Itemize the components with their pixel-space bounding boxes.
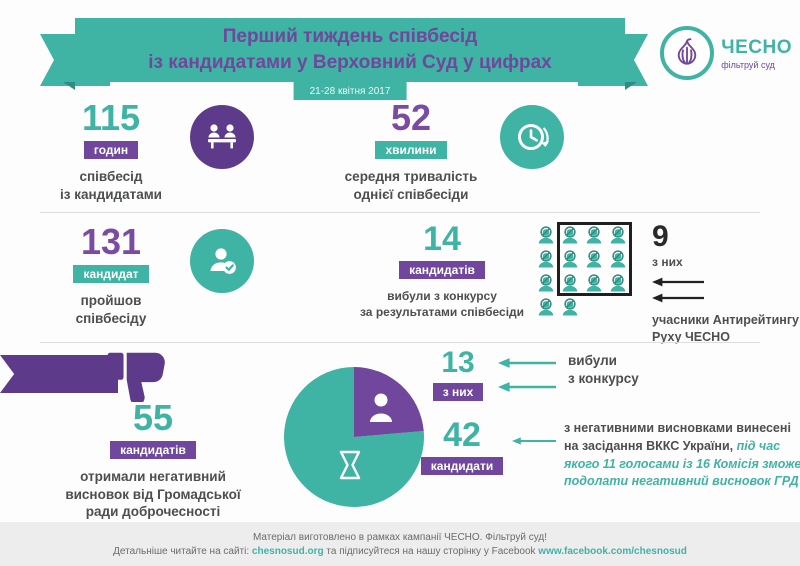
- out-unit: з них: [432, 383, 484, 401]
- passed-value: 131: [80, 221, 142, 262]
- left-arrow-icon: [512, 437, 556, 445]
- garlic-icon: [678, 38, 697, 65]
- banned-person-icon: [610, 226, 626, 244]
- banned-person-icon: [538, 298, 554, 316]
- chesno-logo: ЧЕСНО фільтруй суд: [660, 26, 792, 80]
- logo-tagline: фільтруй суд: [721, 59, 775, 70]
- date-range: 21-28 квітня 2017: [293, 82, 407, 100]
- dropped-grid-wrap: [536, 222, 634, 318]
- vkks-value: 42: [443, 416, 481, 454]
- banned-person-icon: [562, 298, 578, 316]
- vkks-desc: з негативними висновками винесені на зас…: [564, 420, 800, 491]
- stat-antirating: 9 з них учасники Антирейтингу Руху ЧЕСНО: [652, 222, 799, 346]
- banned-person-icon: [610, 274, 626, 292]
- stat-hours: 115 годин співбесід із кандидатами: [46, 100, 254, 204]
- antirating-frame: [557, 222, 633, 296]
- antirating-value: 9: [652, 220, 669, 253]
- banned-person-icon: [586, 250, 602, 268]
- page-title-line1: Перший тиждень співбесід: [222, 26, 478, 48]
- out-value: 13: [441, 346, 475, 379]
- out-desc: вибули з конкурсу: [568, 353, 639, 387]
- footer-line2: Детальніше читайте на сайті: chesnosud.o…: [113, 546, 687, 557]
- vkks-unit: кандидати: [420, 457, 504, 475]
- footer: Матеріал виготовлено в рамках кампанії Ч…: [0, 522, 800, 566]
- person-icon: [370, 393, 392, 422]
- vkks-desc-bold: з негативними висновками винесені на зас…: [564, 421, 791, 453]
- stat-out: 13 з них вибули з конкурсу: [430, 348, 639, 401]
- logo-brand: ЧЕСНО: [721, 36, 792, 58]
- banned-person-icon: [538, 274, 554, 292]
- negative-unit: кандидатів: [110, 441, 196, 459]
- banned-person-icon: [586, 226, 602, 244]
- stat-passed: 131 кандидат пройшов співбесіду: [46, 224, 254, 328]
- logo-circle: [660, 26, 715, 80]
- divider: [40, 342, 760, 343]
- hours-desc: співбесід із кандидатами: [60, 169, 162, 203]
- banned-person-icon: [586, 274, 602, 292]
- duration-unit: хвилини: [375, 141, 447, 159]
- antirating-desc: учасники Антирейтингу Руху ЧЕСНО: [652, 313, 799, 344]
- left-arrow-icon: [498, 358, 556, 368]
- person-check-icon: [190, 229, 254, 293]
- pie-chart: [280, 363, 428, 511]
- stat-dropped: 14 кандидатів вибули з конкурсу за резул…: [360, 222, 799, 346]
- thumbs-down-icon: [107, 352, 165, 402]
- footer-line2-prefix: Детальніше читайте на сайті:: [113, 545, 252, 557]
- passed-unit: кандидат: [73, 265, 149, 283]
- facebook-link[interactable]: www.facebook.com/chesnosud: [538, 545, 687, 557]
- duration-value: 52: [390, 97, 432, 138]
- banned-person-icon: [562, 274, 578, 292]
- interview-people-icon: [190, 105, 254, 169]
- dropped-grid: [536, 226, 628, 318]
- pie-slice-dropped: [354, 367, 424, 437]
- banned-person-icon: [538, 250, 554, 268]
- antirating-unit: з них: [652, 255, 683, 269]
- stat-duration: 52 хвилини середня тривалість однієї спі…: [336, 100, 564, 204]
- banner-ribbon-tail: [0, 355, 118, 393]
- footer-line1: Матеріал виготовлено в рамках кампанії Ч…: [252, 531, 548, 543]
- passed-desc: пройшов співбесіду: [75, 293, 147, 327]
- stat-negative: 55 кандидатів отримали негативний виснов…: [48, 400, 258, 521]
- ribbon-fold-right: [625, 82, 637, 90]
- duration-desc: середня тривалість однієї співбесіди: [344, 169, 478, 203]
- banned-person-icon: [538, 226, 554, 244]
- dropped-unit: кандидатів: [399, 261, 485, 279]
- ribbon-fold-left: [63, 82, 75, 90]
- banned-person-icon: [610, 250, 626, 268]
- left-arrow-icon: [652, 293, 705, 303]
- hours-unit: годин: [83, 141, 139, 159]
- hourglass-icon: [339, 450, 361, 480]
- negative-desc: отримали негативний висновок від Громадс…: [65, 469, 241, 520]
- dropped-desc: вибули з конкурсу за результатами співбе…: [360, 289, 525, 320]
- page-title-line2: із кандидатами у Верховний Суд у цифрах: [148, 52, 552, 73]
- title-ribbon: Перший тиждень співбесід із кандидатами …: [0, 14, 800, 110]
- banned-person-icon: [562, 250, 578, 268]
- left-arrow-icon: [498, 382, 556, 392]
- stat-vkks: 42 кандидати з негативними висновками ви…: [420, 418, 800, 491]
- vkks-desc-italic: під час якого 11 голосами із 16 Комісія …: [564, 438, 800, 489]
- pie-slice-vkks: [283, 367, 424, 507]
- site-link[interactable]: chesnosud.org: [251, 545, 324, 557]
- divider: [40, 212, 760, 213]
- dropped-value: 14: [423, 220, 461, 258]
- ribbon-banner: Перший тиждень співбесід із кандидатами …: [75, 18, 625, 82]
- thumbs-down-banner: [0, 346, 200, 404]
- banned-person-icon: [562, 226, 578, 244]
- hours-value: 115: [81, 97, 141, 138]
- negative-value: 55: [132, 397, 174, 438]
- left-arrow-icon: [652, 277, 705, 287]
- clock-icon: [500, 105, 564, 169]
- footer-line2-middle: та підписуйтеся на нашу сторінку у Faceb…: [323, 545, 539, 557]
